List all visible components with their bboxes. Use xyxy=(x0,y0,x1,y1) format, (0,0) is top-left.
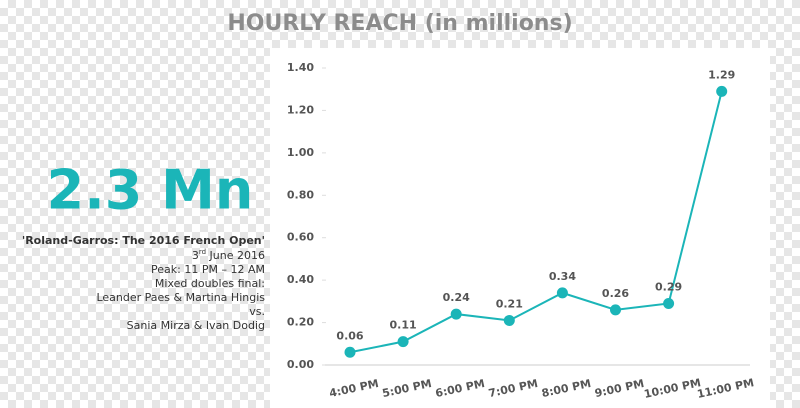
data-label: 0.24 xyxy=(443,291,470,304)
detail-line: vs. xyxy=(249,305,265,318)
detail-line: Leander Paes & Martina Hingis xyxy=(96,291,265,304)
event-date: 3rd June 2016 xyxy=(192,248,265,262)
data-label: 0.26 xyxy=(602,287,629,300)
marker xyxy=(503,314,515,326)
marker xyxy=(450,308,462,320)
y-tick-label: 1.20 xyxy=(287,103,314,116)
marker xyxy=(344,346,356,358)
y-tick-label: 0.00 xyxy=(287,358,314,371)
y-tick-label: 0.20 xyxy=(287,316,314,329)
date-suffix: rd xyxy=(199,248,206,256)
y-tick-label: 1.00 xyxy=(287,146,314,159)
y-tick-label: 0.80 xyxy=(287,188,314,201)
y-tick-label: 0.40 xyxy=(287,273,314,286)
detail-line: Mixed doubles final: xyxy=(155,277,265,290)
data-label: 0.11 xyxy=(390,319,417,332)
data-label: 0.06 xyxy=(336,329,363,342)
line xyxy=(349,91,723,354)
y-tick-label: 1.40 xyxy=(287,61,314,74)
data-label: 0.29 xyxy=(655,280,682,293)
chart-title: HOURLY REACH (in millions) xyxy=(227,11,572,36)
data-label: 1.29 xyxy=(708,68,735,81)
data-label: 0.34 xyxy=(549,270,576,283)
marker xyxy=(610,304,621,316)
marker xyxy=(397,336,409,348)
marker xyxy=(716,85,728,97)
date-day: 3 xyxy=(192,249,199,262)
marker xyxy=(556,287,568,299)
event-name: 'Roland-Garros: The 2016 French Open' xyxy=(22,234,265,247)
date-rest: June 2016 xyxy=(209,249,265,262)
marker xyxy=(663,297,675,309)
detail-line: Sania Mirza & Ivan Dodig xyxy=(127,319,265,332)
y-tick-label: 0.60 xyxy=(287,231,314,244)
headline-number: 2.3 Mn xyxy=(47,159,254,222)
detail-line: Peak: 11 PM – 12 AM xyxy=(151,263,265,276)
data-label: 0.21 xyxy=(496,297,523,310)
